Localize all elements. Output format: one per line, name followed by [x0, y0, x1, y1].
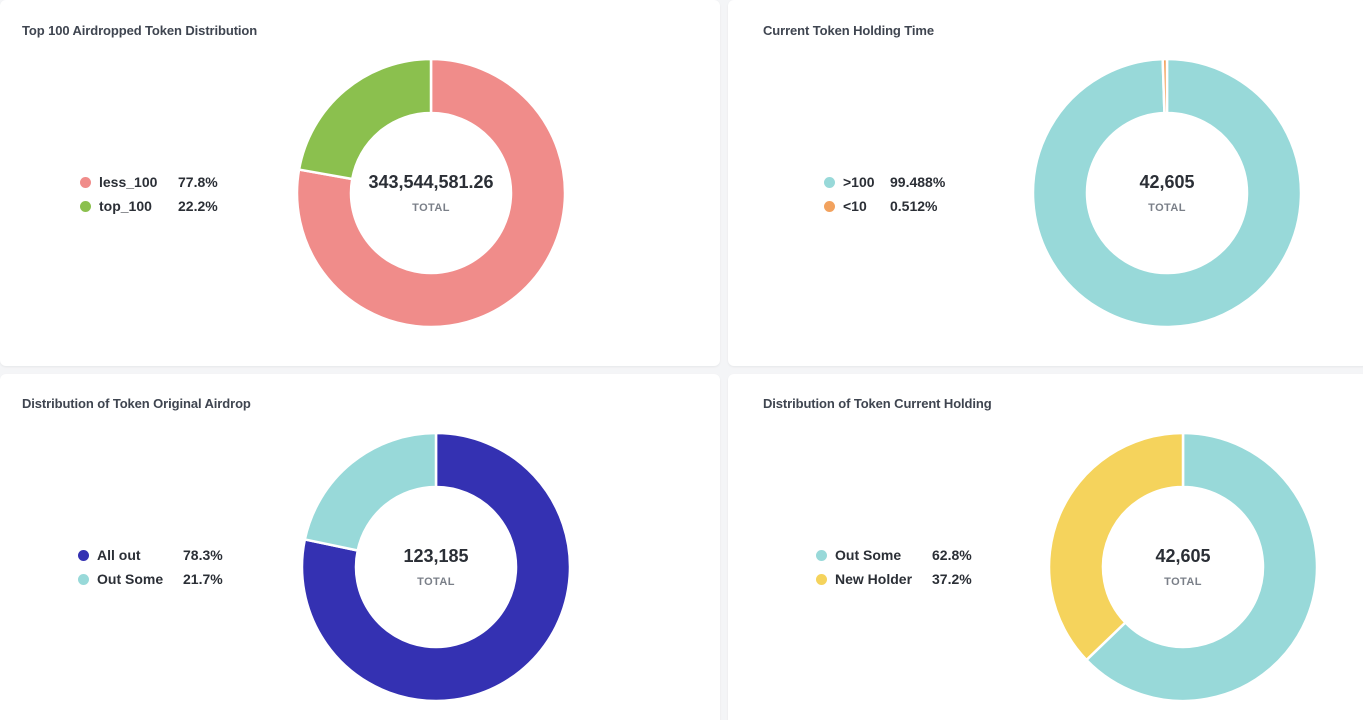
legend-label: New Holder	[835, 571, 913, 587]
legend-dot	[80, 200, 91, 212]
donut-chart: 42,605 TOTAL	[1047, 431, 1319, 703]
legend-label: All out	[97, 547, 141, 563]
donut-slice-all-out[interactable]	[300, 431, 572, 703]
legend-dot	[816, 573, 827, 585]
donut-total-value: 343,544,581.26	[368, 172, 494, 192]
donut-slice-less-100[interactable]	[295, 57, 567, 329]
donut-chart: 343,544,581.26 TOTAL	[295, 57, 567, 329]
legend-value: 37.2%	[932, 571, 972, 587]
legend-item[interactable]: New Holder 37.2%	[816, 567, 972, 591]
legend-item[interactable]: >100 99.488%	[824, 170, 945, 194]
legend-label: Out Some	[835, 547, 902, 563]
legend-value: 78.3%	[183, 547, 223, 563]
donut-total-value: 123,185	[403, 546, 469, 566]
legend-value: 0.512%	[890, 198, 938, 214]
donut-chart: 123,185 TOTAL	[300, 431, 572, 703]
legend-dot	[78, 549, 89, 561]
donut-slice-top-100[interactable]	[297, 57, 433, 181]
legend-value: 77.8%	[178, 174, 218, 190]
legend-item[interactable]: All out 78.3%	[78, 543, 223, 567]
chart-legend: All out 78.3% Out Some 21.7%	[78, 543, 223, 591]
chart-title: Current Token Holding Time	[763, 23, 934, 38]
chart-title: Distribution of Token Current Holding	[763, 396, 992, 411]
donut-slice--10[interactable]	[1161, 57, 1169, 115]
donut-total-value: 42,605	[1139, 172, 1195, 192]
legend-dot	[816, 549, 827, 561]
donut-svg	[295, 57, 567, 329]
legend-item[interactable]: <10 0.512%	[824, 194, 945, 218]
legend-label: less_100	[99, 174, 158, 190]
chart-card-original-airdrop: Distribution of Token Original Airdrop A…	[0, 374, 720, 720]
legend-value: 21.7%	[183, 571, 223, 587]
chart-legend: less_100 77.8% top_100 22.2%	[80, 170, 218, 218]
chart-card-airdropped-distribution: Top 100 Airdropped Token Distribution le…	[0, 0, 720, 366]
donut-total-label: TOTAL	[417, 576, 455, 588]
donut-slice-out-some[interactable]	[1084, 431, 1319, 703]
legend-item[interactable]: Out Some 62.8%	[816, 543, 972, 567]
donut-svg	[300, 431, 572, 703]
legend-dot	[78, 573, 89, 585]
donut-slice--100[interactable]	[1031, 57, 1303, 329]
legend-value: 99.488%	[890, 174, 946, 190]
chart-card-current-holding: Distribution of Token Current Holding Ou…	[728, 374, 1363, 720]
legend-item[interactable]: top_100 22.2%	[80, 194, 218, 218]
donut-chart: 42,605 TOTAL	[1031, 57, 1303, 329]
legend-dot	[824, 176, 835, 188]
legend-item[interactable]: Out Some 21.7%	[78, 567, 223, 591]
legend-label: top_100	[99, 198, 152, 214]
donut-slice-out-some[interactable]	[303, 431, 438, 553]
donut-svg	[1047, 431, 1319, 703]
donut-total-label: TOTAL	[412, 202, 450, 214]
chart-legend: >100 99.488% <10 0.512%	[824, 170, 945, 218]
legend-label: >100	[843, 174, 875, 190]
donut-total-value: 42,605	[1155, 546, 1211, 566]
legend-label: Out Some	[97, 571, 164, 587]
donut-slice-new-holder[interactable]	[1047, 431, 1185, 662]
legend-label: <10	[843, 198, 867, 214]
chart-card-holding-time: Current Token Holding Time >100 99.488% …	[728, 0, 1363, 366]
chart-legend: Out Some 62.8% New Holder 37.2%	[816, 543, 972, 591]
donut-svg	[1031, 57, 1303, 329]
legend-dot	[824, 200, 835, 212]
chart-title: Distribution of Token Original Airdrop	[22, 396, 251, 411]
legend-item[interactable]: less_100 77.8%	[80, 170, 218, 194]
donut-total-label: TOTAL	[1164, 576, 1202, 588]
donut-total-label: TOTAL	[1148, 202, 1186, 214]
legend-value: 62.8%	[932, 547, 972, 563]
legend-dot	[80, 176, 91, 188]
legend-value: 22.2%	[178, 198, 218, 214]
chart-title: Top 100 Airdropped Token Distribution	[22, 23, 258, 38]
